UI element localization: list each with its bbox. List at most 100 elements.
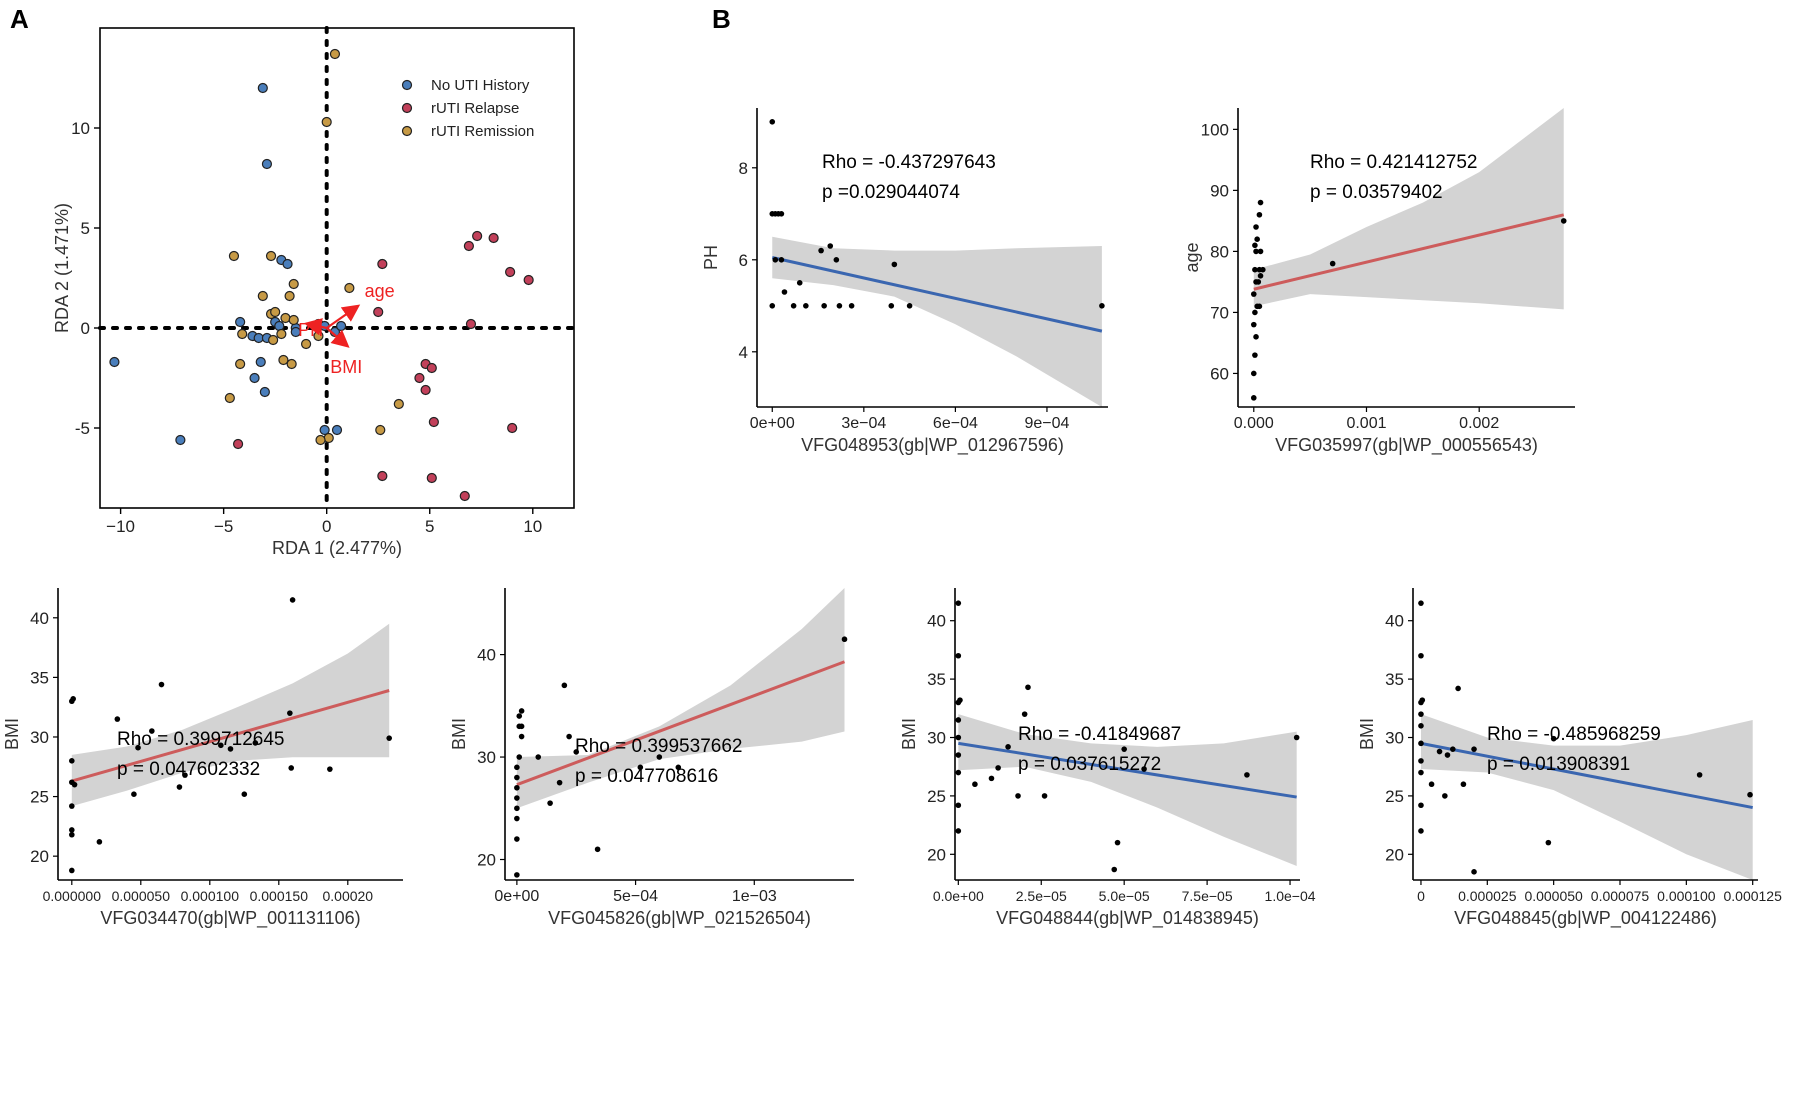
data-point	[1436, 748, 1443, 755]
data-point	[69, 831, 75, 838]
point-relapse	[488, 232, 499, 244]
data-point	[1293, 734, 1300, 741]
y-tick-label: 40	[1385, 612, 1404, 631]
data-point	[514, 815, 520, 822]
data-point	[514, 872, 520, 878]
y-tick-label: 70	[1210, 303, 1229, 322]
x-tick-label: 0e+00	[494, 888, 539, 905]
confidence-band	[71, 623, 390, 807]
data-point	[1329, 260, 1336, 267]
data-point	[836, 303, 843, 309]
data-point	[1021, 711, 1028, 717]
data-point	[803, 303, 809, 309]
data-point	[69, 758, 75, 764]
rho-annotation: Rho = 0.399712645	[117, 729, 284, 750]
p-value-annotation: p = 0.013908391	[1487, 754, 1630, 775]
x-axis-label: VFG034470(gb|WP_001131106)	[100, 908, 360, 929]
fit-line	[1420, 741, 1753, 810]
rho-annotation: Rho = -0.437297643	[822, 152, 996, 173]
data-point	[888, 303, 895, 309]
point-remission	[321, 116, 332, 128]
point-no_uti	[249, 372, 260, 384]
point-relapse	[414, 372, 425, 384]
point-remission	[323, 432, 334, 444]
point-relapse	[505, 266, 516, 278]
point-remission	[237, 328, 248, 340]
data-point	[241, 791, 248, 797]
data-point	[1141, 766, 1147, 772]
x-tick-label: 0.002	[1459, 415, 1499, 432]
data-point	[1005, 744, 1011, 750]
x-tick-label: 0	[322, 517, 331, 536]
data-point	[70, 696, 76, 702]
data-point	[1550, 735, 1557, 742]
chart-ph: 0e+00 3e−04 6e−04 9e−04 4 6 8 VFG048953(gb|WP_0…	[701, 108, 1108, 456]
data-point	[955, 734, 962, 741]
data-point	[1418, 600, 1424, 606]
y-tick-label: 20	[1385, 845, 1404, 864]
data-point	[955, 717, 962, 723]
confidence-band	[1420, 714, 1753, 880]
fit-line	[958, 741, 1297, 799]
data-point	[906, 303, 913, 309]
point-relapse	[507, 422, 518, 434]
data-point	[1418, 758, 1424, 764]
y-axis-label: BMI	[1357, 718, 1377, 750]
data-point	[561, 682, 568, 689]
data-point	[833, 257, 840, 263]
confidence-band	[1253, 108, 1564, 310]
y-tick-label: 40	[927, 612, 946, 631]
chart-bmi1: 0.000000 0.000050 0.000100 0.000150 0.00020 2…	[2, 588, 403, 929]
data-point	[547, 800, 553, 806]
point-remission	[276, 328, 287, 340]
x-tick-label: 0.000075	[1591, 888, 1650, 904]
y-tick-label: 30	[477, 748, 496, 767]
data-point	[514, 784, 520, 791]
plots-layer: −10 −5 0 5 10 -5 0 5 10 RDA 1 (2.477%) RDA 2 (1.47…	[2, 26, 1782, 929]
x-tick-label: 0.001	[1346, 415, 1386, 432]
data-point	[848, 303, 855, 309]
data-point	[288, 765, 295, 771]
x-axis-label: RDA 1 (2.477%)	[272, 538, 402, 558]
data-point	[518, 708, 525, 714]
arrow-label-bmi: BMI	[330, 357, 362, 377]
y-tick-label: 25	[30, 788, 49, 807]
point-no_uti	[257, 82, 268, 94]
y-tick-label: 100	[1201, 120, 1229, 139]
data-point	[1257, 199, 1264, 206]
data-point	[675, 764, 682, 771]
arrow-bmi	[325, 327, 350, 348]
data-point	[518, 723, 525, 730]
y-tick-label: 20	[477, 851, 496, 870]
data-point	[1121, 746, 1127, 752]
data-point	[1252, 266, 1258, 273]
data-point	[289, 597, 296, 603]
data-point	[131, 791, 137, 797]
data-point	[957, 697, 963, 703]
x-tick-label: 0.0e+00	[933, 888, 984, 904]
point-relapse	[463, 240, 474, 252]
point-remission	[286, 358, 297, 370]
data-point	[1450, 746, 1456, 752]
y-tick-label: 60	[1210, 364, 1229, 383]
point-remission	[315, 434, 326, 446]
point-remission	[224, 392, 235, 404]
point-relapse	[426, 362, 437, 374]
data-point	[891, 261, 898, 268]
y-tick-label: 40	[30, 609, 49, 628]
confidence-band	[772, 236, 1102, 407]
data-point	[1254, 236, 1260, 242]
arrow-age	[326, 304, 361, 329]
x-tick-label: 5e−04	[613, 888, 658, 905]
y-tick-label: 8	[739, 159, 748, 178]
y-tick-label: -5	[75, 419, 90, 438]
data-point	[1418, 711, 1424, 717]
p-value-annotation: p = 0.047708616	[575, 766, 718, 787]
point-no_uti	[235, 316, 246, 328]
chart-bmi3: 0.0e+00 2.5e−05 5.0e−05 7.5e−05 1.0e−04 20 25 3…	[899, 588, 1316, 929]
p-value-annotation: p = 0.03579402	[1310, 182, 1443, 203]
point-remission	[288, 314, 299, 326]
data-point	[1545, 839, 1552, 846]
data-point	[955, 652, 962, 659]
